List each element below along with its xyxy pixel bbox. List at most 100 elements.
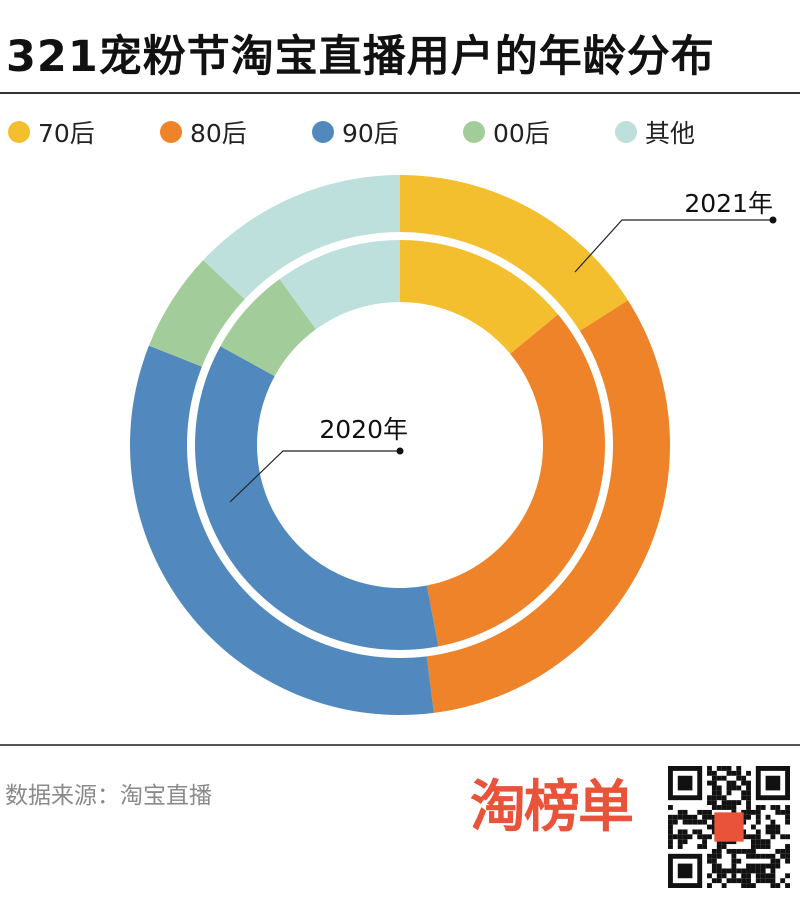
- title-divider: [0, 92, 800, 94]
- qr-module: [707, 873, 712, 879]
- qr-module: [716, 868, 722, 874]
- qr-module: [785, 883, 790, 888]
- qr-module: [731, 800, 737, 806]
- leader-line-2020: [229, 450, 400, 503]
- qr-module: [750, 834, 756, 840]
- qr-module: [716, 766, 722, 771]
- qr-module: [775, 858, 781, 864]
- qr-module: [677, 829, 683, 835]
- qr-module: [750, 824, 756, 830]
- qr-module: [711, 795, 717, 801]
- qr-module: [711, 780, 717, 786]
- qr-module: [775, 848, 781, 854]
- qr-module: [682, 814, 688, 820]
- qr-module: [741, 878, 747, 884]
- qr-module: [707, 795, 712, 801]
- legend-swatch: [312, 121, 334, 143]
- qr-module: [697, 844, 703, 849]
- qr-module: [770, 863, 776, 869]
- qr-module: [711, 878, 717, 884]
- legend-item-other: 其他: [615, 114, 695, 150]
- qr-module: [702, 839, 708, 845]
- qr-module: [770, 834, 776, 840]
- qr-module: [707, 824, 712, 830]
- qr-module: [760, 844, 766, 849]
- qr-module: [775, 809, 781, 815]
- qr-module: [741, 780, 747, 786]
- qr-module: [731, 853, 737, 859]
- slice-outer-0: [400, 175, 628, 331]
- qr-module: [750, 863, 756, 869]
- qr-module: [726, 790, 732, 796]
- qr-module: [755, 819, 761, 825]
- qr-module: [765, 844, 771, 849]
- qr-module: [770, 829, 776, 835]
- qr-module: [687, 814, 693, 820]
- qr-module: [731, 805, 737, 810]
- qr-module: [716, 805, 722, 810]
- qr-module: [741, 868, 747, 874]
- qr-module: [755, 829, 761, 835]
- qr-module: [746, 809, 751, 815]
- qr-module: [746, 873, 751, 879]
- qr-module: [746, 853, 751, 859]
- qr-module: [746, 848, 751, 854]
- qr-module: [682, 819, 688, 825]
- qr-module: [721, 883, 727, 888]
- brand-logo: 淘榜单: [470, 775, 634, 840]
- qr-module: [755, 814, 761, 820]
- qr-module: [702, 834, 708, 840]
- qr-module: [755, 834, 761, 840]
- legend-swatch: [8, 121, 30, 143]
- qr-module: [731, 809, 737, 815]
- legend-item-00: 00后: [463, 114, 550, 150]
- qr-module: [672, 834, 678, 840]
- qr-module: [682, 829, 688, 835]
- qr-module: [750, 883, 756, 888]
- qr-module: [707, 766, 712, 771]
- qr-module: [682, 834, 688, 840]
- footer-divider: [0, 744, 800, 746]
- qr-module: [750, 809, 756, 815]
- qr-module: [770, 873, 776, 879]
- qr-module: [711, 819, 717, 825]
- qr-module: [731, 858, 737, 864]
- qr-module: [682, 809, 688, 815]
- leader-dot-2020: [396, 447, 404, 455]
- qr-module: [707, 883, 712, 888]
- qr-module: [731, 848, 737, 854]
- qr-module: [731, 868, 737, 874]
- qr-module: [741, 873, 747, 879]
- qr-module: [677, 809, 683, 815]
- qr-module: [736, 770, 742, 776]
- legend-label: 80后: [190, 119, 247, 148]
- qr-module: [746, 780, 751, 786]
- qr-module: [780, 848, 786, 854]
- qr-module: [750, 848, 756, 854]
- qr-module: [750, 839, 756, 845]
- legend-label: 90后: [342, 119, 399, 148]
- qr-module: [677, 844, 683, 849]
- qr-module: [707, 834, 712, 840]
- slice-inner-3: [220, 279, 316, 377]
- qr-module: [707, 809, 712, 815]
- qr-module: [760, 868, 766, 874]
- qr-module: [721, 795, 727, 801]
- legend-item-90: 90后: [312, 114, 399, 150]
- qr-module: [697, 809, 703, 815]
- qr-module: [672, 819, 678, 825]
- qr-module: [682, 839, 688, 845]
- qr-module: [746, 785, 751, 791]
- qr-module: [716, 785, 722, 791]
- qr-module: [668, 819, 673, 825]
- qr-module: [780, 809, 786, 815]
- qr-finder: [677, 775, 693, 791]
- qr-module: [716, 853, 722, 859]
- qr-module: [707, 770, 712, 776]
- qr-module: [721, 775, 727, 781]
- qr-module: [702, 819, 708, 825]
- qr-module: [692, 814, 698, 820]
- label-2021: 2021年: [574, 189, 777, 273]
- qr-module: [721, 800, 727, 806]
